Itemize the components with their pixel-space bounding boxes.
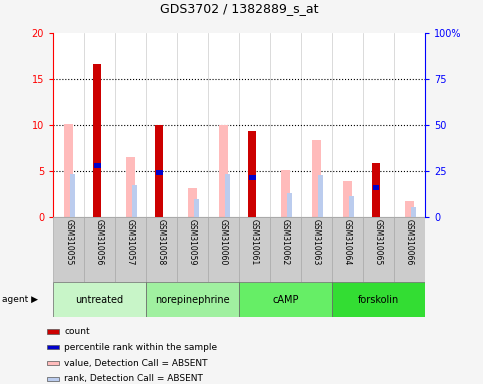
FancyBboxPatch shape [332,282,425,317]
FancyBboxPatch shape [53,217,84,282]
FancyBboxPatch shape [332,217,363,282]
Text: GSM310059: GSM310059 [188,219,197,265]
Bar [343,181,352,217]
FancyBboxPatch shape [115,217,146,282]
Bar [47,329,59,334]
Bar [349,196,355,217]
FancyBboxPatch shape [301,217,332,282]
Bar [411,207,416,217]
Bar [132,185,138,217]
Text: GSM310055: GSM310055 [64,219,73,265]
FancyBboxPatch shape [84,217,115,282]
Bar [225,174,230,217]
FancyBboxPatch shape [363,217,394,282]
Bar [287,193,292,217]
Text: GSM310063: GSM310063 [312,219,321,265]
Bar [47,345,59,349]
Bar [93,64,101,217]
Bar [126,157,135,217]
Bar [219,125,228,217]
Bar [194,199,199,217]
Bar [94,162,100,168]
Text: percentile rank within the sample: percentile rank within the sample [64,343,217,352]
Text: GSM310056: GSM310056 [95,219,104,265]
Text: cAMP: cAMP [272,295,299,305]
Bar [70,174,75,217]
Text: norepinephrine: norepinephrine [155,295,230,305]
Text: agent ▶: agent ▶ [2,295,39,304]
Text: GSM310061: GSM310061 [250,219,259,265]
Bar [281,170,290,217]
Bar [249,175,256,180]
Text: GSM310065: GSM310065 [374,219,383,265]
Text: GDS3702 / 1382889_s_at: GDS3702 / 1382889_s_at [160,2,318,15]
Text: rank, Detection Call = ABSENT: rank, Detection Call = ABSENT [64,374,203,383]
Bar [373,185,380,190]
Bar [248,131,256,217]
Bar [188,189,197,217]
Bar [312,139,321,217]
Text: count: count [64,327,90,336]
Bar [47,377,59,381]
FancyBboxPatch shape [146,282,239,317]
Bar [405,201,414,217]
FancyBboxPatch shape [239,282,332,317]
FancyBboxPatch shape [208,217,239,282]
Bar [64,124,73,217]
Bar [155,125,163,217]
Text: forskolin: forskolin [358,295,399,305]
FancyBboxPatch shape [177,217,208,282]
Bar [47,361,59,365]
Text: GSM310057: GSM310057 [126,219,135,265]
Text: GSM310062: GSM310062 [281,219,290,265]
Bar [318,175,324,217]
FancyBboxPatch shape [394,217,425,282]
Text: GSM310064: GSM310064 [343,219,352,265]
Bar [372,162,380,217]
FancyBboxPatch shape [146,217,177,282]
Text: GSM310060: GSM310060 [219,219,228,265]
FancyBboxPatch shape [270,217,301,282]
Text: untreated: untreated [75,295,124,305]
Text: value, Detection Call = ABSENT: value, Detection Call = ABSENT [64,359,208,367]
Text: GSM310066: GSM310066 [405,219,414,265]
Text: GSM310058: GSM310058 [157,219,166,265]
Bar [156,170,163,175]
FancyBboxPatch shape [239,217,270,282]
FancyBboxPatch shape [53,282,146,317]
